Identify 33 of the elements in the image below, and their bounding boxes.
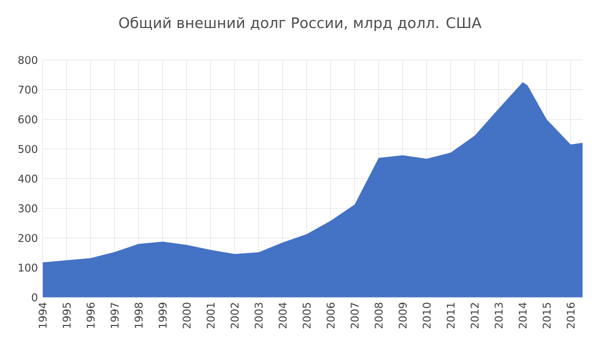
x-tick-label: 1994 (38, 302, 47, 328)
x-tick-label: 2007 (350, 302, 359, 328)
x-tick-label: 1999 (158, 302, 167, 328)
y-tick-label: 600 (18, 115, 38, 124)
x-tick-label: 2001 (206, 303, 215, 328)
x-tick-label: 2005 (302, 302, 311, 328)
x-tick-label: 1997 (110, 302, 119, 328)
y-tick-label: 800 (18, 56, 38, 64)
x-tick-label: 2015 (542, 302, 551, 328)
y-tick-label: 100 (18, 264, 38, 272)
x-tick-label: 2004 (278, 302, 287, 328)
x-tick-label: 2016 (566, 302, 575, 328)
x-tick-label: 2010 (422, 302, 431, 328)
y-tick-label: 400 (18, 174, 38, 183)
x-tick-label: 1996 (86, 302, 95, 328)
x-tick-label: 2000 (182, 302, 191, 328)
x-tick-label: 2014 (518, 302, 527, 328)
x-tick-label: 2009 (398, 302, 407, 328)
x-tick-label: 2008 (374, 302, 383, 328)
y-tick-label: 300 (18, 204, 38, 212)
chart-title: Общий внешний долг России, млрд долл. США (119, 16, 482, 32)
y-tick-label: 0 (32, 293, 38, 302)
x-tick-label: 2006 (326, 302, 335, 328)
x-tick-label: 2003 (254, 302, 263, 328)
x-tick-label: 2011 (446, 303, 455, 328)
x-tick-label: 2002 (230, 303, 239, 328)
y-tick-label: 500 (18, 144, 38, 154)
y-tick-label: 200 (18, 234, 38, 242)
x-tick-label: 2012 (470, 303, 479, 328)
x-tick-label: 2013 (494, 302, 503, 328)
x-tick-label: 1995 (62, 302, 71, 328)
y-tick-label: 700 (18, 86, 38, 94)
x-tick-label: 1998 (134, 302, 143, 328)
